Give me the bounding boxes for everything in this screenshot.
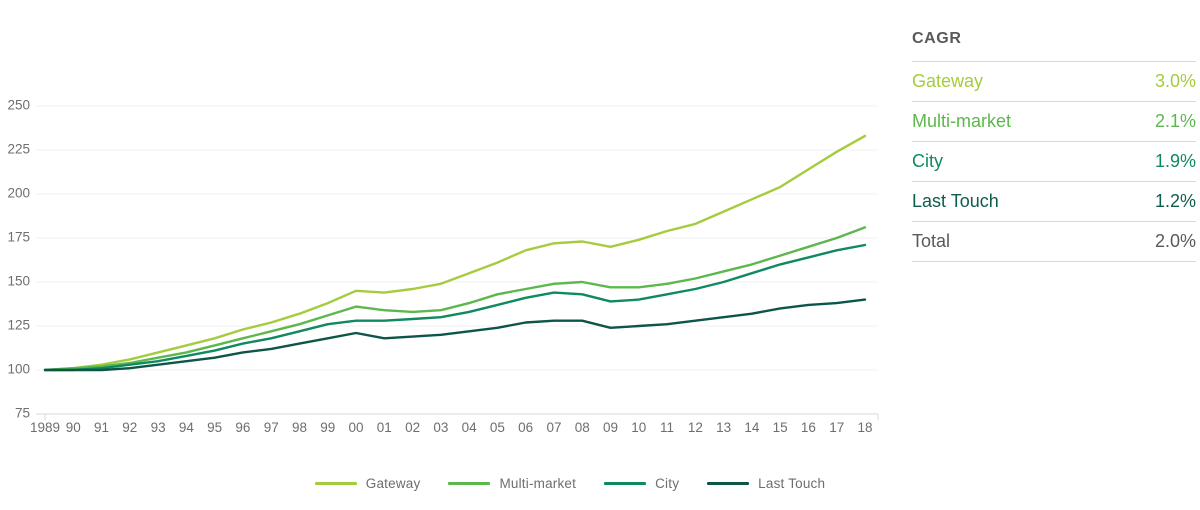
x-axis-tick-label: 12 xyxy=(688,420,703,435)
cagr-row-label: Total xyxy=(912,231,951,251)
cagr-row-value: 1.2% xyxy=(1154,191,1196,211)
cagr-row-label: Multi-market xyxy=(912,111,1012,131)
x-axis-tick-label: 92 xyxy=(122,420,137,435)
x-axis-tick-label: 06 xyxy=(518,420,533,435)
legend-item-multi-market: Multi-market xyxy=(448,476,576,491)
x-axis-tick-label: 03 xyxy=(433,420,448,435)
x-axis-tick-label: 1989 xyxy=(30,420,60,435)
x-axis-tick-label: 08 xyxy=(575,420,590,435)
chart-legend: Gateway Multi-market City Last Touch xyxy=(120,471,1020,495)
y-axis-tick-label: 175 xyxy=(7,230,30,245)
legend-label: City xyxy=(655,475,680,491)
cagr-row-label: City xyxy=(912,151,943,171)
x-axis-tick-label: 97 xyxy=(264,420,279,435)
cagr-row-total: Total 2.0% xyxy=(912,222,1196,262)
x-axis-tick-label: 11 xyxy=(660,420,674,435)
cagr-row-value: 2.0% xyxy=(1154,231,1196,251)
legend-item-last-touch: Last Touch xyxy=(707,476,825,491)
x-axis-tick-label: 15 xyxy=(773,420,788,435)
line-chart-area: 75 100 125 150 175 200 225 250 1989 90 91 92 93 94 95 9… xyxy=(7,98,879,435)
cagr-table: CAGR Gateway 3.0% Multi-market 2.1% City… xyxy=(912,28,1196,262)
cagr-row-label: Last Touch xyxy=(912,191,999,211)
legend-line-swatch xyxy=(448,481,491,485)
cagr-table-header: CAGR xyxy=(912,28,1196,62)
y-axis-tick-label: 225 xyxy=(7,142,30,157)
x-axis-tick-label: 90 xyxy=(66,420,81,435)
series-line-gateway xyxy=(43,134,867,372)
x-axis-tick-label: 16 xyxy=(801,420,816,435)
legend-line-swatch xyxy=(314,481,357,485)
legend-item-gateway: Gateway xyxy=(314,475,421,491)
x-axis-tick-label: 13 xyxy=(716,420,731,435)
cagr-row-city: City 1.9% xyxy=(912,142,1196,182)
series-line-last-touch xyxy=(43,298,867,372)
legend-item-city: City xyxy=(604,476,679,491)
x-axis-tick-label: 98 xyxy=(292,420,307,435)
x-axis-tick-label: 01 xyxy=(377,420,392,435)
x-axis-tick-label: 04 xyxy=(462,420,478,435)
x-axis-tick-label: 95 xyxy=(207,420,222,435)
legend-line-swatch xyxy=(604,481,647,485)
y-axis-tick-label: 75 xyxy=(15,406,30,421)
series-line-city xyxy=(43,243,867,372)
x-axis-tick-label: 14 xyxy=(744,420,760,435)
series-line-multi-market xyxy=(43,226,867,372)
x-axis-tick-label: 00 xyxy=(349,420,364,435)
x-axis-tick-label: 93 xyxy=(151,420,166,435)
legend-label: Gateway xyxy=(365,475,421,491)
x-axis-tick-label: 99 xyxy=(320,420,335,435)
cagr-row-value: 3.0% xyxy=(1154,71,1196,91)
y-axis-tick-label: 200 xyxy=(7,186,30,201)
x-axis-tick-label: 07 xyxy=(546,420,561,435)
trend-chart: 75 100 125 150 175 200 225 250 1989 90 91 92 93 94 95 9… xyxy=(7,98,879,435)
x-axis-tick-label: 17 xyxy=(829,420,844,435)
cagr-row-gateway: Gateway 3.0% xyxy=(912,62,1196,102)
x-axis-tick-label: 02 xyxy=(405,420,420,435)
x-axis-tick-label: 94 xyxy=(179,420,195,435)
x-axis-tick-label: 18 xyxy=(857,420,872,435)
x-axis-tick-label: 91 xyxy=(94,420,109,435)
legend-label: Multi-market xyxy=(499,475,577,491)
y-axis-tick-label: 250 xyxy=(7,98,30,113)
cagr-row-multi-market: Multi-market 2.1% xyxy=(912,102,1196,142)
cagr-row-value: 1.9% xyxy=(1154,151,1196,171)
x-axis-tick-label: 96 xyxy=(235,420,250,435)
y-axis-tick-label: 100 xyxy=(7,362,30,377)
x-axis-tick-label: 09 xyxy=(603,420,618,435)
legend-label: Last Touch xyxy=(758,475,826,491)
y-axis-tick-label: 125 xyxy=(7,318,30,333)
x-axis-tick-label: 05 xyxy=(490,420,505,435)
x-axis-tick-label: 10 xyxy=(631,420,646,435)
legend-line-swatch xyxy=(707,481,750,485)
cagr-row-label: Gateway xyxy=(912,71,984,91)
cagr-row-value: 2.1% xyxy=(1154,111,1196,131)
cagr-row-last-touch: Last Touch 1.2% xyxy=(912,182,1196,222)
y-axis-tick-label: 150 xyxy=(7,274,30,289)
